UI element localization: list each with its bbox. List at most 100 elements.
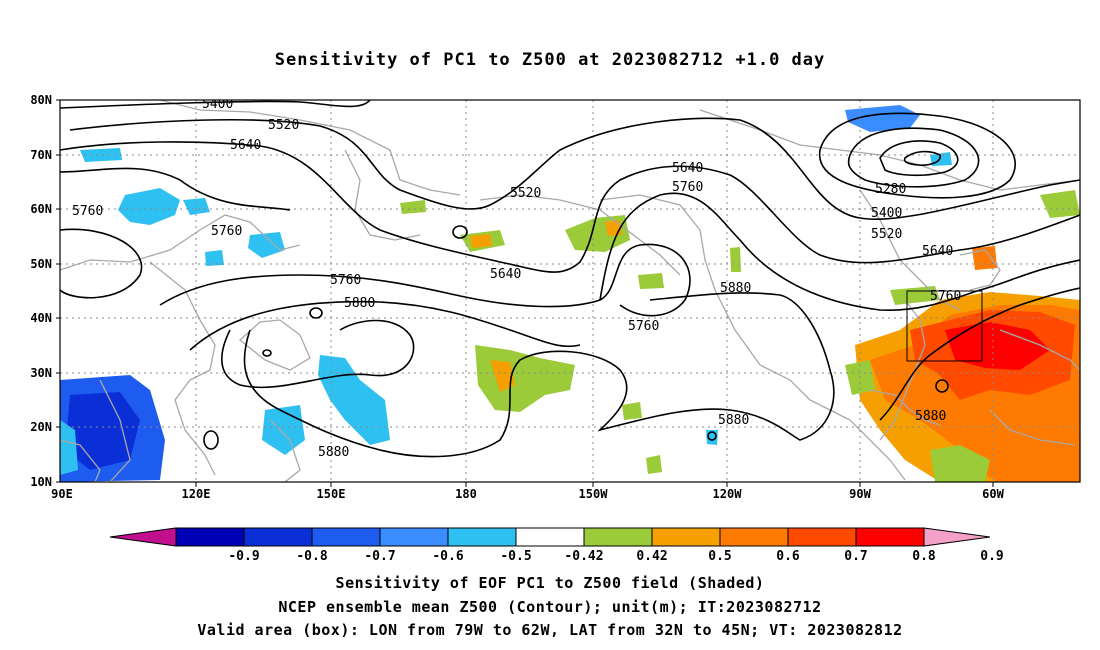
- lon-tick-label: 150W: [579, 487, 609, 501]
- contour-closed-low: [309, 307, 323, 319]
- contour-label: 5760: [72, 204, 103, 219]
- negative-sensitivity-region: [845, 105, 920, 132]
- colorbar-segment: [787, 527, 857, 547]
- lon-tick-label: 120E: [182, 487, 211, 501]
- colorbar-tick-label: -0.8: [296, 549, 327, 564]
- contour-label: 5880: [720, 281, 751, 296]
- positive-sensitivity-region: [470, 234, 492, 248]
- contour-label: 5400: [871, 206, 902, 221]
- z500-contours: [60, 100, 1080, 458]
- negative-sensitivity-region: [183, 198, 210, 215]
- lon-tick-label: 120W: [713, 487, 743, 501]
- contour-5880: [243, 292, 835, 458]
- negative-sensitivity-region: [80, 148, 122, 162]
- positive-sensitivity-region: [945, 322, 1050, 370]
- contour-label: 5520: [510, 186, 541, 201]
- chart-title: Sensitivity of PC1 to Z500 at 2023082712…: [274, 50, 826, 70]
- colorbar-upper-extension: [923, 527, 991, 547]
- contour-5640: [60, 141, 1080, 273]
- lon-tick-label: 60W: [982, 487, 1004, 501]
- colorbar-lower-extension: [109, 527, 177, 547]
- coastlines: [60, 100, 1080, 482]
- lat-tick-label: 60N: [30, 202, 52, 216]
- colorbar-segment: [583, 527, 653, 547]
- contour-label: 5520: [871, 227, 902, 242]
- lon-tick-label: 90W: [849, 487, 871, 501]
- colorbar-tick-label: 0.5: [708, 549, 731, 564]
- lat-tick-label: 50N: [30, 257, 52, 271]
- negative-sensitivity-region: [60, 420, 78, 475]
- contour-5880: [879, 287, 1080, 421]
- contour-label: 5760: [211, 224, 242, 239]
- contour-closed-low: [935, 379, 949, 393]
- colorbar-tick-label: -0.42: [564, 549, 603, 564]
- colorbar-segment: [651, 527, 721, 547]
- contour-label: 5880: [344, 296, 375, 311]
- positive-sensitivity-region: [730, 247, 741, 272]
- lat-tick-label: 40N: [30, 311, 52, 325]
- contour-label: 5400: [202, 97, 233, 112]
- valid-area-box: [906, 290, 983, 362]
- map-frame: [59, 99, 1081, 483]
- lat-tick-label: 70N: [30, 148, 52, 162]
- contour-label: 5760: [628, 319, 659, 334]
- negative-sensitivity-region: [318, 355, 390, 445]
- colorbar-tick-label: 0.42: [636, 549, 667, 564]
- latitude-axis: 80N 70N 60N 50N 40N 30N 20N 10N: [30, 93, 60, 489]
- colorbar-tick-label: -0.7: [364, 549, 395, 564]
- contour-label: 5760: [330, 273, 361, 288]
- positive-sensitivity-region: [646, 455, 662, 474]
- colorbar-tick-label: -0.6: [432, 549, 463, 564]
- colorbar: -0.9 -0.8 -0.7 -0.6 -0.5 -0.42 0.42 0.5 0.6 0.7 0.…: [109, 527, 1004, 564]
- contour-closed-low: [452, 225, 468, 239]
- colorbar-segment: [719, 527, 789, 547]
- lon-tick-label: 150E: [317, 487, 346, 501]
- contour-5760: [159, 243, 691, 317]
- caption-line-2: NCEP ensemble mean Z500 (Contour); unit(…: [278, 598, 822, 616]
- contour-label: 5760: [930, 289, 961, 304]
- contour-labels: 5400 5520 5640 5760 5760 5760 5880 5880 …: [72, 97, 961, 460]
- contour-label: 5520: [268, 118, 299, 133]
- graticule: [60, 100, 1080, 482]
- positive-sensitivity-region: [490, 360, 515, 392]
- colorbar-tick-label: 0.9: [980, 549, 1003, 564]
- lon-tick-label: 90E: [51, 487, 73, 501]
- colorbar-segment: [243, 527, 313, 547]
- contour-label: 5880: [915, 409, 946, 424]
- colorbar-segment: [447, 527, 517, 547]
- contour-5280: [819, 112, 1016, 199]
- negative-sensitivity-region: [205, 250, 224, 266]
- colorbar-segment: [311, 527, 381, 547]
- positive-sensitivity-region: [400, 200, 426, 214]
- contour-label: 5280: [875, 182, 906, 197]
- contour-label: 5640: [490, 267, 521, 282]
- colorbar-segment: [515, 527, 585, 547]
- caption-line-1: Sensitivity of EOF PC1 to Z500 field (Sh…: [335, 574, 765, 592]
- positive-sensitivity-region: [638, 273, 664, 289]
- contour-closed-low: [707, 431, 717, 441]
- contour-closed-low: [262, 349, 272, 357]
- positive-sensitivity-region: [1040, 190, 1080, 218]
- lat-tick-label: 80N: [30, 93, 52, 107]
- contour-5760: [599, 192, 1080, 312]
- colorbar-tick-label: -0.9: [228, 549, 259, 564]
- colorbar-segment: [379, 527, 449, 547]
- colorbar-tick-label: -0.5: [500, 549, 531, 564]
- contour-label: 5760: [672, 180, 703, 195]
- lat-tick-label: 20N: [30, 420, 52, 434]
- negative-sensitivity-region: [118, 188, 180, 225]
- contour-label: 5880: [718, 413, 749, 428]
- contour-5400: [60, 100, 371, 109]
- positive-sensitivity-region: [930, 445, 990, 482]
- contour-5760: [60, 167, 291, 299]
- contour-5520: [69, 117, 1080, 220]
- contour-5280: [847, 127, 980, 188]
- lat-tick-label: 30N: [30, 366, 52, 380]
- contour-5880: [189, 300, 581, 389]
- positive-sensitivity-region: [985, 405, 1080, 482]
- positive-sensitivity-region: [622, 402, 642, 420]
- contour-closed-low: [203, 430, 219, 450]
- colorbar-tick-label: 0.7: [844, 549, 867, 564]
- colorbar-segment: [855, 527, 925, 547]
